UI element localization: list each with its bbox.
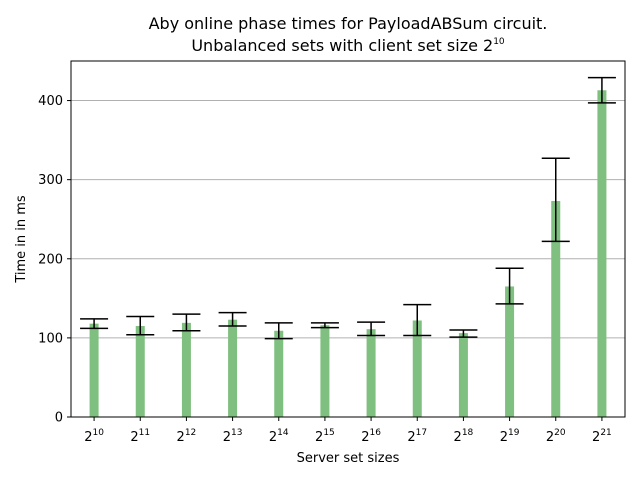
x-tick-label: 212	[177, 428, 197, 445]
error-bars	[80, 76, 616, 340]
bars	[89, 90, 607, 417]
chart-title-line2-base: Unbalanced sets with client set size 2	[191, 36, 493, 55]
x-tick-label-base: 2	[546, 430, 554, 445]
x-tick-label: 219	[500, 428, 520, 445]
x-tick-label-exp: 15	[323, 428, 334, 438]
y-tick-label: 200	[38, 252, 63, 267]
bar	[320, 325, 330, 417]
x-tick-label-base: 2	[130, 430, 138, 445]
bar	[458, 333, 468, 417]
x-tick-label-base: 2	[223, 430, 231, 445]
y-tick-label: 0	[55, 411, 63, 426]
x-tick-label-exp: 13	[231, 428, 242, 438]
x-axis-ticks: 210 211 212 213 214 215 216 217 218 219 220 221	[84, 417, 612, 445]
bar	[181, 322, 191, 417]
x-tick-label: 218	[454, 428, 474, 445]
y-tick-label: 300	[38, 173, 63, 188]
plot-frame	[70, 60, 626, 418]
y-axis-label: Time in in ms	[14, 195, 29, 284]
x-tick-label: 213	[223, 428, 243, 445]
x-tick-label-base: 2	[177, 430, 185, 445]
x-tick-label: 217	[407, 428, 427, 445]
x-tick-label: 214	[269, 428, 289, 445]
x-tick-label-base: 2	[454, 430, 462, 445]
grid-lines	[71, 100, 625, 339]
x-tick-label-exp: 17	[416, 428, 427, 438]
bar	[228, 319, 238, 417]
x-tick-label: 221	[592, 428, 612, 445]
x-tick-label-exp: 11	[139, 428, 150, 438]
x-tick-label-exp: 18	[462, 428, 474, 438]
x-tick-label-base: 2	[592, 430, 600, 445]
x-tick-label-base: 2	[500, 430, 508, 445]
x-tick-label-base: 2	[407, 430, 415, 445]
x-tick-label-exp: 16	[369, 428, 381, 438]
y-tick-label: 400	[38, 94, 63, 109]
x-tick-label-exp: 12	[185, 428, 196, 438]
x-tick-label-exp: 14	[277, 428, 289, 438]
x-tick-label-exp: 19	[508, 428, 520, 438]
y-axis-ticks: 0 100 200 300 400	[38, 94, 71, 426]
bar	[412, 320, 422, 417]
chart-title-line2-exp: 10	[493, 37, 505, 47]
x-tick-label-base: 2	[84, 430, 92, 445]
chart-title-line2: Unbalanced sets with client set size 210	[191, 36, 505, 55]
bar	[89, 323, 99, 417]
x-tick-label: 216	[361, 428, 381, 445]
x-tick-label-base: 2	[315, 430, 323, 445]
bar	[597, 90, 607, 417]
x-tick-label: 210	[84, 428, 104, 445]
bar	[274, 330, 284, 417]
bar	[551, 201, 561, 417]
x-tick-label-exp: 10	[92, 428, 104, 438]
x-tick-label: 211	[130, 428, 150, 445]
bar	[135, 326, 145, 417]
x-tick-label-base: 2	[269, 430, 277, 445]
chart-title-line1: Aby online phase times for PayloadABSum …	[149, 14, 548, 33]
x-tick-label-exp: 21	[600, 428, 611, 438]
x-axis-label: Server set sizes	[297, 451, 400, 466]
bar	[366, 329, 376, 417]
y-tick-label: 100	[38, 331, 63, 346]
x-tick-label: 220	[546, 428, 566, 445]
bar	[505, 286, 515, 417]
x-tick-label: 215	[315, 428, 335, 445]
x-tick-label-exp: 20	[554, 428, 566, 438]
x-tick-label-base: 2	[361, 430, 369, 445]
